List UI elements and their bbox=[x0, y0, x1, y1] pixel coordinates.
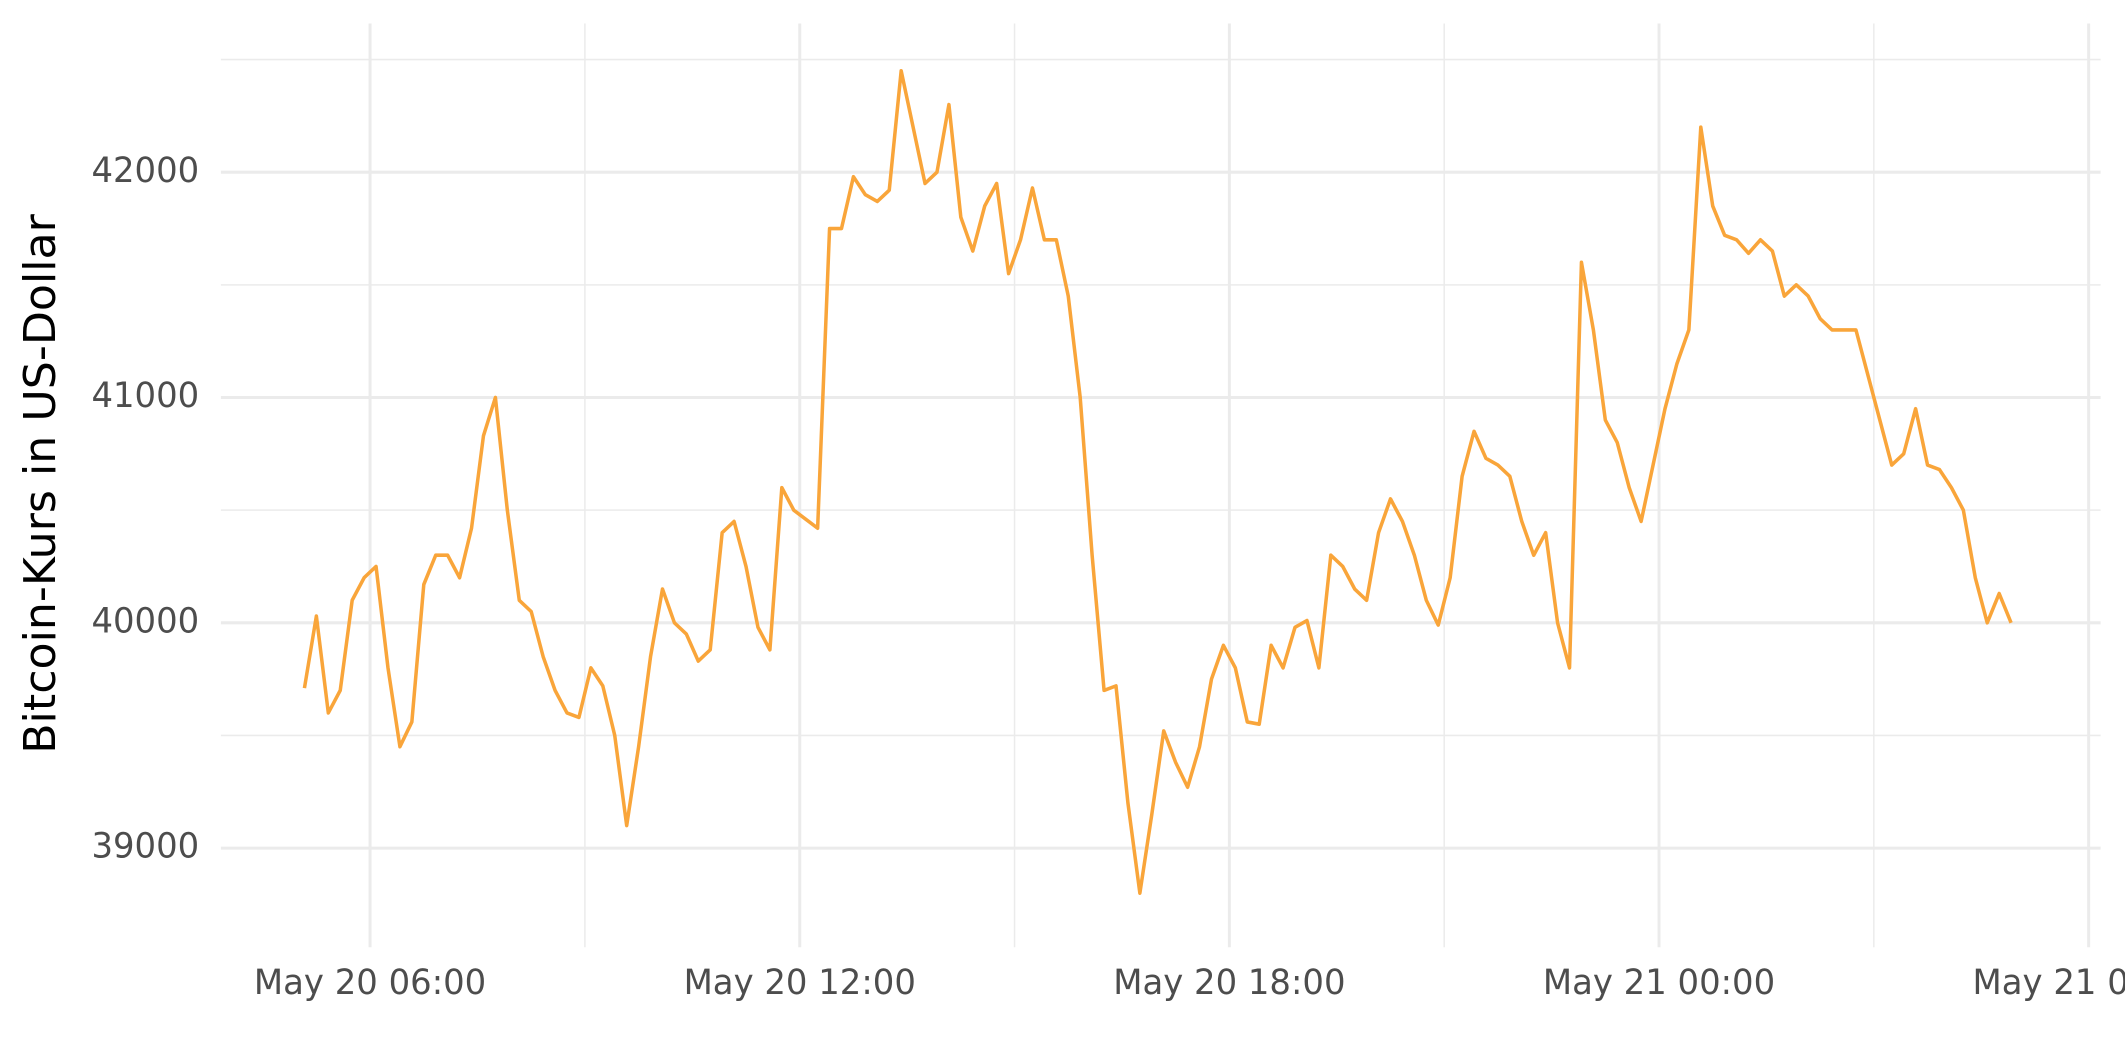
x-tick-label: May 20 12:00 bbox=[684, 963, 916, 1003]
lines bbox=[302, 69, 2013, 895]
line bbox=[302, 69, 2013, 895]
y-tick-label: 39000 bbox=[91, 826, 199, 866]
y-tick-label: 42000 bbox=[91, 150, 199, 190]
y-tick-label: 41000 bbox=[91, 376, 199, 416]
x-tick-label: May 20 18:00 bbox=[1113, 963, 1345, 1003]
grid bbox=[220, 23, 2101, 948]
x-tick-label: May 21 00:00 bbox=[1543, 963, 1775, 1003]
ticks: 39000 40000 41000 42000 May 20 06:00 May 20 1… bbox=[91, 150, 2125, 1003]
x-tick-label: May 21 06:00 bbox=[1973, 963, 2125, 1003]
x-tick-label: May 20 06:00 bbox=[254, 963, 486, 1003]
y-tick-label: 40000 bbox=[91, 601, 199, 641]
y-axis-label: Bitcoin-Kurs in US-Dollar bbox=[16, 214, 66, 754]
